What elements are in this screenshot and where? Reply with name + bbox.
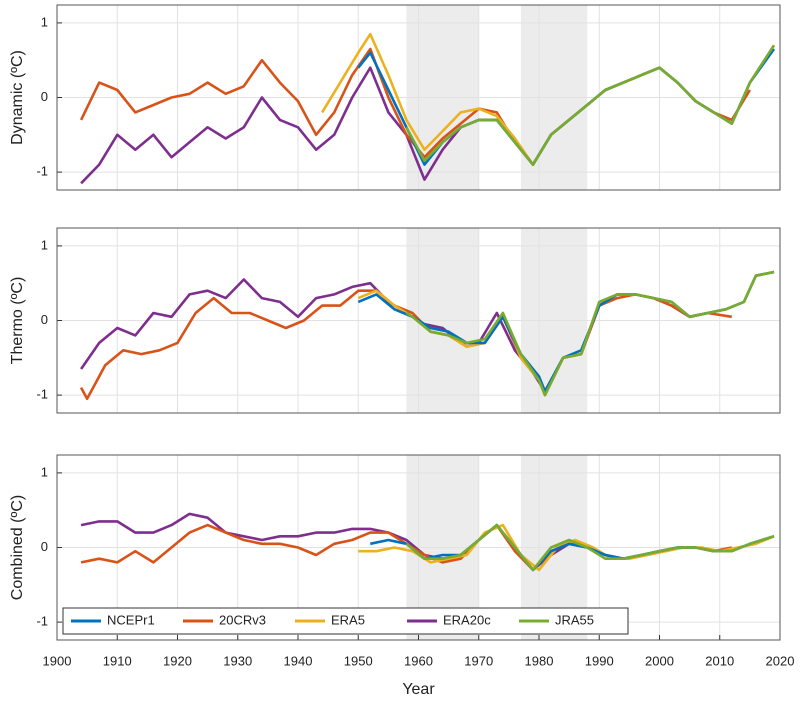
y-tick-label: 1 xyxy=(41,14,48,29)
x-tick-label: 1950 xyxy=(344,653,373,668)
x-tick-label: 1980 xyxy=(525,653,554,668)
x-tick-label: 1900 xyxy=(43,653,72,668)
legend-label: ERA20c xyxy=(443,612,491,627)
x-tick-label: 1930 xyxy=(223,653,252,668)
y-tick-label: -1 xyxy=(36,614,48,629)
y-tick-label: 1 xyxy=(41,464,48,479)
legend-label: JRA55 xyxy=(555,612,594,627)
y-tick-label: 0 xyxy=(41,89,48,104)
x-tick-label: 1990 xyxy=(585,653,614,668)
series-line xyxy=(405,270,775,397)
legend-label: NCEPr1 xyxy=(107,612,155,627)
x-axis-label: Year xyxy=(402,681,435,698)
series-line xyxy=(405,523,775,572)
y-axis-label: Dynamic (ºC) xyxy=(9,50,26,145)
series-line xyxy=(405,44,776,166)
y-axis-label: Combined (ºC) xyxy=(9,495,26,600)
x-tick-label: 2020 xyxy=(766,653,795,668)
series-line xyxy=(79,289,733,401)
legend-label: 20CRv3 xyxy=(219,612,266,627)
x-tick-label: 1960 xyxy=(404,653,433,668)
plot-frame xyxy=(56,4,781,191)
plot-frame xyxy=(56,227,781,414)
x-tick-label: 1970 xyxy=(464,653,493,668)
x-tick-label: 2010 xyxy=(705,653,734,668)
y-tick-label: 1 xyxy=(41,237,48,252)
x-tick-label: 1920 xyxy=(163,653,192,668)
y-tick-label: -1 xyxy=(36,164,48,179)
legend-label: ERA5 xyxy=(331,612,365,627)
x-tick-label: 1910 xyxy=(103,653,132,668)
y-tick-label: 0 xyxy=(41,539,48,554)
y-axis-label: Thermo (ºC) xyxy=(9,277,26,365)
y-tick-label: 0 xyxy=(41,312,48,327)
plot-frame xyxy=(56,454,781,641)
x-tick-label: 2000 xyxy=(645,653,674,668)
x-tick-label: 1940 xyxy=(284,653,313,668)
y-tick-label: -1 xyxy=(36,387,48,402)
